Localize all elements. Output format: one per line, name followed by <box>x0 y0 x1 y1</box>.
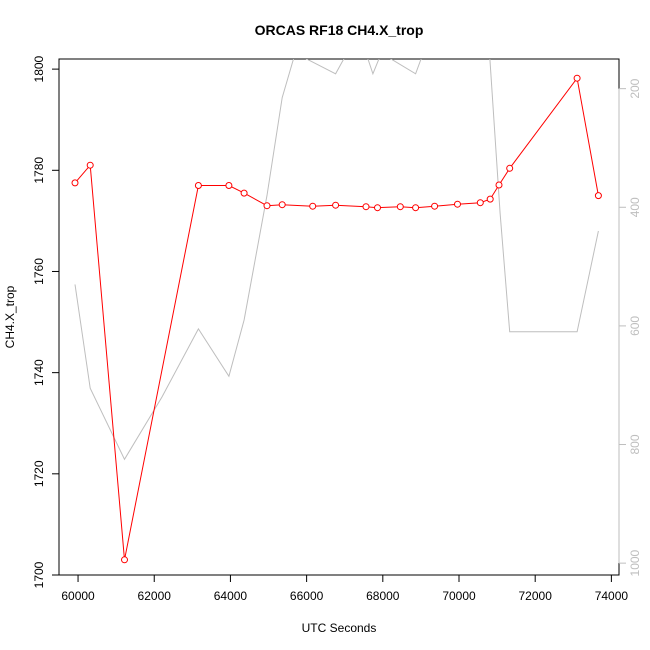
plot-frame <box>58 58 620 576</box>
y-axis-left: 1700 1720 1740 1760 1780 1800 <box>32 55 60 588</box>
y2-tick-label: 600 <box>628 316 642 336</box>
y-axis-right: 200 400 600 800 1000 <box>618 78 642 576</box>
y-tick-label: 1700 <box>32 561 46 588</box>
data-point <box>309 202 317 210</box>
y-tick-label: 1800 <box>32 55 46 82</box>
y-tick-label: 1720 <box>32 460 46 487</box>
data-point <box>194 182 202 189</box>
x-tick-label: 64000 <box>214 589 248 603</box>
data-point <box>362 203 370 211</box>
data-point <box>332 201 340 209</box>
data-point <box>86 161 94 169</box>
grey-series-line <box>74 59 599 461</box>
data-point <box>278 201 286 209</box>
y2-tick-label: 400 <box>628 197 642 217</box>
x-tick-label: 70000 <box>442 589 476 603</box>
y-tick-label: 1760 <box>32 258 46 285</box>
y2-tick-label: 800 <box>628 434 642 454</box>
data-point <box>263 202 271 210</box>
data-point <box>506 164 514 172</box>
data-point <box>486 195 494 203</box>
data-point <box>71 179 79 187</box>
data-point <box>240 189 248 197</box>
x-tick-label: 74000 <box>595 589 629 603</box>
x-tick-label: 62000 <box>138 589 172 603</box>
data-point <box>225 182 233 189</box>
x-axis-label: UTC Seconds <box>302 621 377 635</box>
data-point <box>431 202 439 210</box>
data-point <box>374 204 381 212</box>
x-tick-label: 72000 <box>519 589 553 603</box>
x-tick-label: 68000 <box>366 589 400 603</box>
data-point <box>495 181 503 189</box>
data-point <box>573 74 581 82</box>
x-tick-label: 60000 <box>61 589 95 603</box>
data-point <box>594 192 602 200</box>
y-tick-label: 1780 <box>32 157 46 184</box>
data-point <box>476 199 484 207</box>
y2-tick-label: 1000 <box>628 549 642 576</box>
y2-tick-label: 200 <box>628 78 642 98</box>
series-layer <box>71 59 602 564</box>
data-point <box>121 556 128 564</box>
x-tick-label: 66000 <box>290 589 324 603</box>
data-point <box>396 203 404 211</box>
y-tick-label: 1740 <box>32 359 46 386</box>
chart-title: ORCAS RF18 CH4.X_trop <box>255 22 424 38</box>
data-point <box>454 200 461 208</box>
data-point <box>412 204 420 212</box>
y-axis-label: CH4.X_trop <box>3 285 17 348</box>
x-axis: 60000 62000 64000 66000 68000 70000 72000 74000 <box>61 574 629 603</box>
red-series-line <box>74 76 599 560</box>
